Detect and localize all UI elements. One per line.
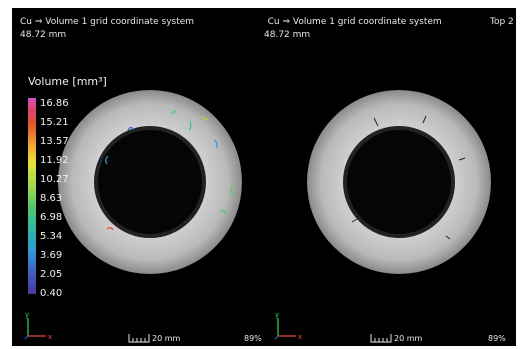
axis-y-label: y [25,311,29,319]
legend-tick: 13.57 [40,136,69,147]
right-title-line2: 48.72 mm [264,30,311,40]
axis-gizmo-left: y x [24,311,52,341]
legend-title: Volume [mm³] [28,75,107,88]
scale-label-right: 20 mm [394,334,423,343]
scale-bar-right [370,334,392,343]
porosity-spots-left [105,110,237,231]
legend-tick: 11.92 [40,155,69,166]
legend-tick: 10.27 [40,174,69,185]
ring-render-right [307,90,491,274]
volume-view-left[interactable]: Cu ⇒ Volume 1 grid coordinate system 48.… [12,8,264,346]
volume-view-right[interactable]: Top 1 Cu ⇒ Volume 1 grid coordinate syst… [264,8,516,346]
axis-x-label: x [48,333,52,341]
view-name-right: Top 2 [490,17,514,27]
scale-bar-left [128,334,150,343]
legend-tick: 16.86 [40,98,69,109]
legend-tick: 0.40 [40,288,63,299]
zoom-level-left: 89% [244,334,262,343]
legend-tick: 15.21 [40,117,69,128]
left-title-line2: 48.72 mm [20,30,67,40]
legend-tick: 2.05 [40,269,63,280]
legend-tick: 5.34 [40,231,63,242]
legend-tick: 6.98 [40,212,63,223]
scale-label-left: 20 mm [152,334,181,343]
axis-y-label: y [275,311,279,319]
legend-tick: 8.63 [40,193,63,204]
zoom-level-right: 89% [488,334,506,343]
crack-texture-right [351,115,466,240]
ring-render-left [58,90,242,274]
legend-color-bar [28,98,36,294]
axis-x-label: x [298,333,302,341]
legend-tick: 3.69 [40,250,63,261]
right-title-line1: Top 1 Cu ⇒ Volume 1 grid coordinate syst… [264,17,442,27]
left-title-line1: Cu ⇒ Volume 1 grid coordinate system [20,17,195,27]
axis-gizmo-right: y x [274,311,302,341]
